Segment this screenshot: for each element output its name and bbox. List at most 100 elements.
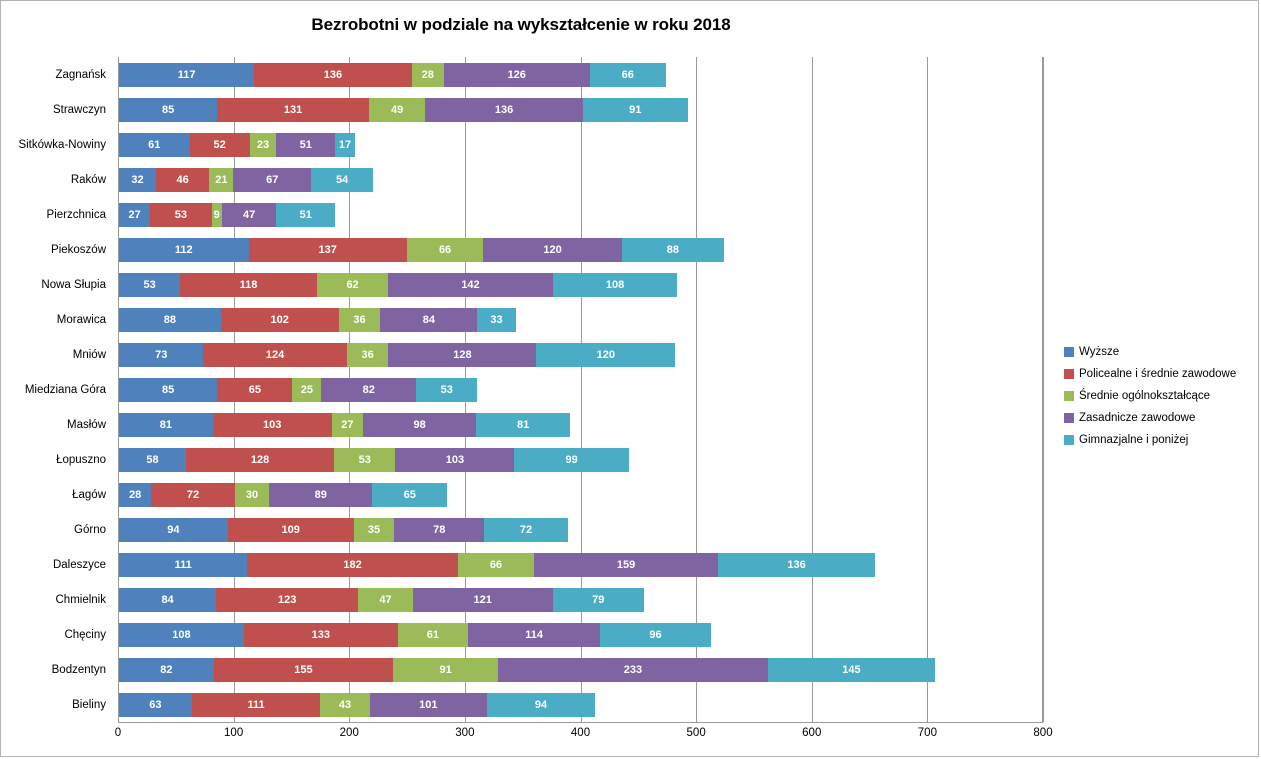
bar-row[interactable]: 117 136 28 126 66 bbox=[119, 57, 1042, 92]
bar-segment[interactable]: 128 bbox=[388, 342, 537, 367]
bar-segment[interactable]: 124 bbox=[203, 342, 347, 367]
bar-segment[interactable]: 62 bbox=[316, 272, 389, 297]
bar-segment[interactable]: 49 bbox=[368, 97, 426, 122]
bar-segment[interactable]: 88 bbox=[621, 237, 724, 262]
bar-segment[interactable]: 108 bbox=[552, 272, 678, 297]
bar-row[interactable]: 61 52 23 51 17 bbox=[119, 127, 1042, 162]
bar-segment[interactable]: 99 bbox=[514, 448, 629, 473]
bar-segment[interactable]: 159 bbox=[534, 553, 718, 578]
bar-segment[interactable]: 72 bbox=[151, 483, 235, 508]
bar-row[interactable]: 63 111 43 101 94 bbox=[119, 688, 1042, 723]
bar-segment[interactable]: 126 bbox=[443, 62, 590, 87]
bar-segment[interactable]: 23 bbox=[249, 132, 277, 157]
bar-row[interactable]: 32 46 21 67 54 bbox=[119, 162, 1042, 197]
bar-segment[interactable]: 82 bbox=[119, 658, 214, 683]
bar-segment[interactable]: 61 bbox=[119, 132, 190, 157]
bar-segment[interactable]: 28 bbox=[119, 483, 152, 508]
bar-segment[interactable]: 155 bbox=[213, 658, 394, 683]
bar-segment[interactable]: 53 bbox=[119, 272, 181, 297]
bar-segment[interactable]: 120 bbox=[536, 342, 676, 367]
bar-row[interactable]: 111 182 66 159 136 bbox=[119, 548, 1042, 583]
bar-segment[interactable]: 136 bbox=[254, 62, 412, 87]
bar-segment[interactable]: 81 bbox=[119, 412, 213, 437]
bar-segment[interactable]: 53 bbox=[334, 448, 396, 473]
bar-row[interactable]: 73 124 36 128 120 bbox=[119, 337, 1042, 372]
bar-row[interactable]: 82 155 91 233 145 bbox=[119, 653, 1042, 688]
bar-segment[interactable]: 53 bbox=[416, 377, 478, 402]
bar-row[interactable]: 58 128 53 103 99 bbox=[119, 443, 1042, 478]
bar-segment[interactable]: 67 bbox=[233, 167, 311, 192]
bar-segment[interactable]: 142 bbox=[388, 272, 553, 297]
bar-segment[interactable]: 88 bbox=[119, 307, 221, 332]
bar-segment[interactable]: 21 bbox=[209, 167, 234, 192]
bar-row[interactable]: 84 123 47 121 79 bbox=[119, 583, 1042, 618]
bar-segment[interactable]: 136 bbox=[717, 553, 876, 578]
bar-segment[interactable]: 137 bbox=[248, 237, 407, 262]
bar-segment[interactable]: 66 bbox=[589, 62, 666, 87]
bar-segment[interactable]: 9 bbox=[211, 202, 222, 227]
bar-segment[interactable]: 32 bbox=[119, 167, 156, 192]
bar-row[interactable]: 94 109 35 78 72 bbox=[119, 513, 1042, 548]
bar-row[interactable]: 88 102 36 84 33 bbox=[119, 302, 1042, 337]
bar-segment[interactable]: 28 bbox=[411, 62, 444, 87]
bar-segment[interactable]: 118 bbox=[180, 272, 317, 297]
bar-segment[interactable]: 112 bbox=[119, 237, 249, 262]
legend-item[interactable]: Gimnazjalne i poniżej bbox=[1064, 429, 1254, 451]
bar-row[interactable]: 85 65 25 82 53 bbox=[119, 372, 1042, 407]
bar-segment[interactable]: 131 bbox=[217, 97, 369, 122]
bar-segment[interactable]: 47 bbox=[358, 588, 413, 613]
bar-segment[interactable]: 30 bbox=[234, 483, 270, 508]
bar-segment[interactable]: 111 bbox=[119, 553, 248, 578]
legend-item[interactable]: Średnie ogólnokształcące bbox=[1064, 385, 1254, 407]
bar-segment[interactable]: 43 bbox=[320, 693, 370, 718]
bar-segment[interactable]: 61 bbox=[397, 623, 469, 648]
bar-segment[interactable]: 73 bbox=[119, 342, 204, 367]
bar-row[interactable]: 53 118 62 142 108 bbox=[119, 267, 1042, 302]
bar-segment[interactable]: 91 bbox=[582, 97, 688, 122]
bar-segment[interactable]: 91 bbox=[393, 658, 499, 683]
bar-segment[interactable]: 82 bbox=[321, 377, 417, 402]
bar-row[interactable]: 27 53 9 47 51 bbox=[119, 197, 1042, 232]
bar-segment[interactable]: 182 bbox=[247, 553, 458, 578]
bar-segment[interactable]: 109 bbox=[227, 518, 354, 543]
bar-segment[interactable]: 17 bbox=[335, 132, 355, 157]
bar-row[interactable]: 81 103 27 98 81 bbox=[119, 407, 1042, 442]
bar-segment[interactable]: 54 bbox=[310, 167, 374, 192]
bar-segment[interactable]: 51 bbox=[276, 132, 336, 157]
bar-segment[interactable]: 46 bbox=[156, 167, 210, 192]
bar-segment[interactable]: 47 bbox=[221, 202, 277, 227]
bar-segment[interactable]: 27 bbox=[331, 412, 363, 437]
bar-segment[interactable]: 121 bbox=[412, 588, 553, 613]
legend-item[interactable]: Wyższe bbox=[1064, 341, 1254, 363]
bar-segment[interactable]: 108 bbox=[119, 623, 244, 648]
bar-segment[interactable]: 111 bbox=[191, 693, 321, 718]
bar-segment[interactable]: 233 bbox=[498, 658, 768, 683]
legend-item[interactable]: Zasadnicze zawodowe bbox=[1064, 407, 1254, 429]
bar-row[interactable]: 112 137 66 120 88 bbox=[119, 232, 1042, 267]
bar-segment[interactable]: 114 bbox=[468, 623, 600, 648]
bar-segment[interactable]: 103 bbox=[212, 412, 332, 437]
bar-segment[interactable]: 145 bbox=[767, 658, 936, 683]
bar-segment[interactable]: 35 bbox=[353, 518, 395, 543]
bar-segment[interactable]: 98 bbox=[362, 412, 477, 437]
bar-segment[interactable]: 102 bbox=[220, 307, 339, 332]
bar-row[interactable]: 85 131 49 136 91 bbox=[119, 92, 1042, 127]
bar-segment[interactable]: 128 bbox=[186, 448, 335, 473]
bar-segment[interactable]: 78 bbox=[394, 518, 485, 543]
bar-row[interactable]: 108 133 61 114 96 bbox=[119, 618, 1042, 653]
bar-segment[interactable]: 27 bbox=[119, 202, 151, 227]
bar-segment[interactable]: 63 bbox=[119, 693, 192, 718]
bar-segment[interactable]: 58 bbox=[119, 448, 187, 473]
bar-segment[interactable]: 94 bbox=[119, 518, 228, 543]
bar-segment[interactable]: 89 bbox=[269, 483, 373, 508]
bar-row[interactable]: 28 72 30 89 65 bbox=[119, 478, 1042, 513]
bar-segment[interactable]: 123 bbox=[216, 588, 359, 613]
bar-segment[interactable]: 81 bbox=[476, 412, 570, 437]
bar-segment[interactable]: 117 bbox=[119, 62, 255, 87]
bar-segment[interactable]: 84 bbox=[119, 588, 217, 613]
bar-segment[interactable]: 33 bbox=[477, 307, 516, 332]
bar-segment[interactable]: 65 bbox=[372, 483, 448, 508]
bar-segment[interactable]: 36 bbox=[346, 342, 389, 367]
bar-segment[interactable]: 101 bbox=[369, 693, 487, 718]
bar-segment[interactable]: 65 bbox=[217, 377, 293, 402]
